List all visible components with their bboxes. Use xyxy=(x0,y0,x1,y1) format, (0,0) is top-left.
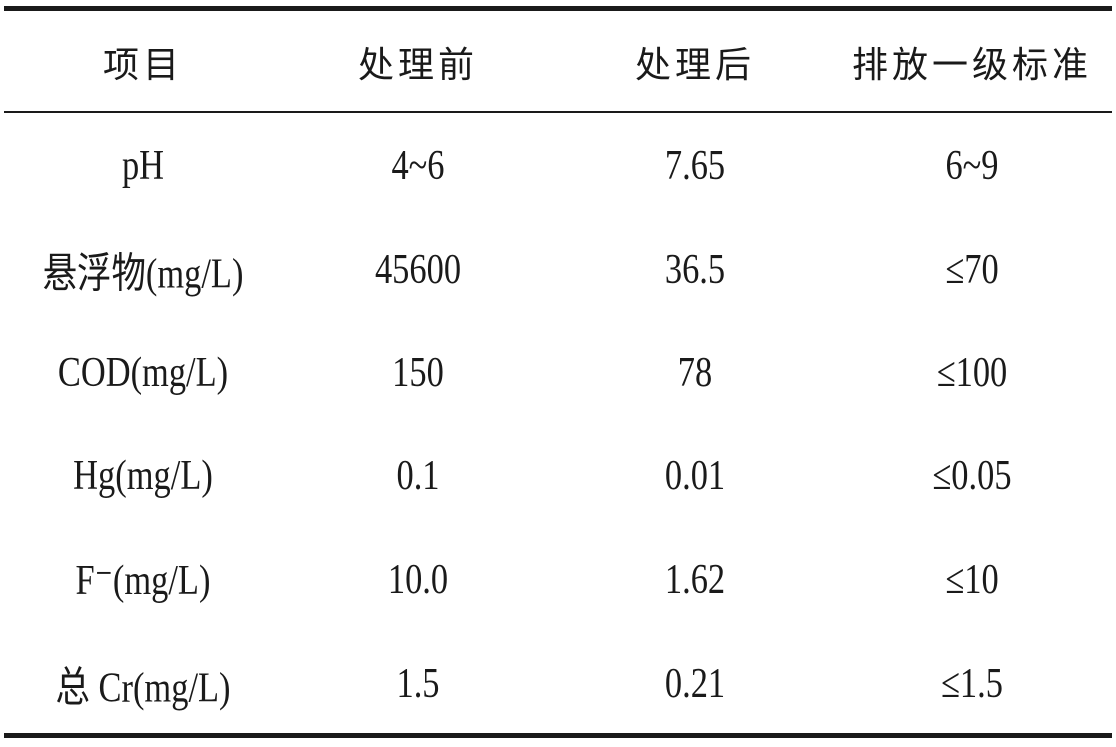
header-cell: 处理前 xyxy=(357,45,479,86)
table-cell: 150 xyxy=(392,350,444,396)
header-rule xyxy=(4,111,1112,113)
table-cell: 1.62 xyxy=(664,557,726,603)
table-cell: 总 Cr(mg/L) xyxy=(55,665,231,712)
table-cell: 36.5 xyxy=(664,247,726,293)
bottom-rule xyxy=(4,733,1112,738)
table-cell: ≤10 xyxy=(945,557,999,603)
table-cell: pH xyxy=(121,143,165,189)
table-cell: 6~9 xyxy=(945,143,999,189)
table-cell: 10.0 xyxy=(387,557,449,603)
table-cell: Hg(mg/L) xyxy=(73,453,213,499)
table-cell: 45600 xyxy=(374,247,462,293)
table-cell: ≤70 xyxy=(945,247,999,293)
table-cell: 0.21 xyxy=(664,661,726,707)
table-cell: F⁻(mg/L) xyxy=(75,558,211,604)
header-cell: 项目 xyxy=(102,45,184,86)
table-cell: 悬浮物(mg/L) xyxy=(42,251,244,298)
header-cell: 处理后 xyxy=(634,45,756,86)
table-cell: COD(mg/L) xyxy=(57,350,229,396)
table-cell: 0.1 xyxy=(396,453,440,499)
table-cell: 7.65 xyxy=(664,143,726,189)
table-cell: 4~6 xyxy=(391,143,445,189)
table-cell: ≤1.5 xyxy=(941,661,1003,707)
table-cell: 0.01 xyxy=(664,453,726,499)
header-cell: 排放一级标准 xyxy=(851,45,1093,86)
top-rule xyxy=(4,6,1112,11)
table-cell: ≤0.05 xyxy=(932,453,1012,499)
table-cell: 78 xyxy=(677,350,713,396)
table-cell: ≤100 xyxy=(936,350,1008,396)
table-cell: 1.5 xyxy=(396,661,440,707)
